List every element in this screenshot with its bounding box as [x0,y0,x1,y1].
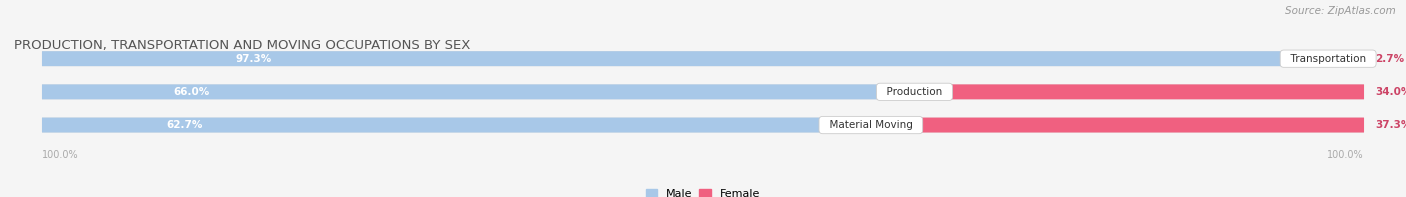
Text: 100.0%: 100.0% [1327,150,1364,160]
Text: Production: Production [880,87,949,97]
Text: 62.7%: 62.7% [166,120,202,130]
Text: 97.3%: 97.3% [235,54,271,64]
FancyBboxPatch shape [914,84,1364,99]
Text: Transportation: Transportation [1284,54,1372,64]
FancyBboxPatch shape [42,84,915,99]
Text: 66.0%: 66.0% [173,87,209,97]
FancyBboxPatch shape [1327,51,1364,66]
Text: Source: ZipAtlas.com: Source: ZipAtlas.com [1285,6,1396,16]
FancyBboxPatch shape [42,118,1364,133]
FancyBboxPatch shape [870,118,1364,133]
Text: 100.0%: 100.0% [42,150,79,160]
Text: PRODUCTION, TRANSPORTATION AND MOVING OCCUPATIONS BY SEX: PRODUCTION, TRANSPORTATION AND MOVING OC… [14,39,471,52]
Text: 2.7%: 2.7% [1375,54,1405,64]
FancyBboxPatch shape [42,118,872,133]
Text: Material Moving: Material Moving [823,120,920,130]
Legend: Male, Female: Male, Female [641,185,765,197]
FancyBboxPatch shape [42,51,1329,66]
Text: 37.3%: 37.3% [1375,120,1406,130]
FancyBboxPatch shape [42,84,1364,99]
FancyBboxPatch shape [42,51,1364,66]
Text: 34.0%: 34.0% [1375,87,1406,97]
